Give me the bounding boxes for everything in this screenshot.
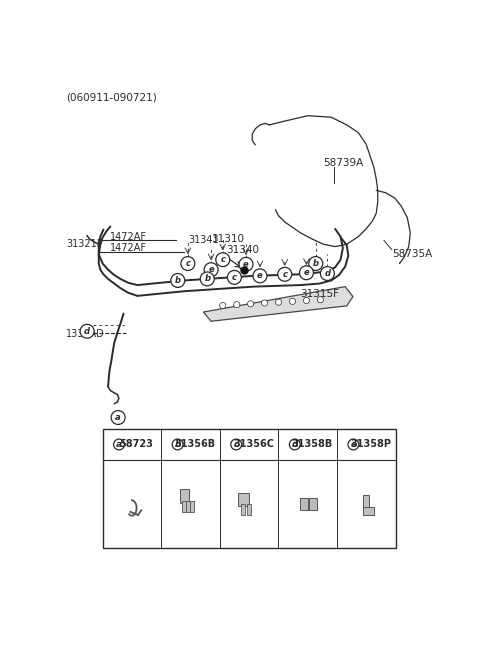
Text: e: e [350, 440, 357, 449]
Text: e: e [304, 268, 309, 277]
Text: 31315F: 31315F [300, 289, 339, 299]
Circle shape [262, 300, 268, 306]
Bar [309, 498, 317, 510]
Text: c: c [185, 259, 191, 268]
Text: c: c [234, 440, 239, 449]
Text: 1472AF: 1472AF [110, 232, 147, 241]
Bar [363, 495, 369, 507]
Text: 58735A: 58735A [392, 249, 432, 259]
Text: 31356B: 31356B [175, 440, 216, 449]
Circle shape [309, 256, 323, 270]
Text: 58739A: 58739A [324, 158, 364, 169]
Text: d: d [291, 440, 298, 449]
Text: 58723: 58723 [120, 440, 154, 449]
Circle shape [253, 269, 267, 283]
Circle shape [111, 411, 125, 424]
Bar [240, 504, 245, 515]
Text: b: b [204, 274, 210, 283]
Bar [300, 498, 308, 510]
Bar [363, 507, 374, 515]
Circle shape [171, 274, 185, 287]
Bar [190, 501, 193, 512]
Circle shape [220, 302, 226, 308]
Circle shape [248, 300, 254, 307]
Circle shape [348, 439, 359, 450]
Bar [180, 489, 189, 502]
Circle shape [276, 299, 282, 305]
Text: c: c [220, 255, 225, 264]
Bar [247, 504, 252, 515]
Text: c: c [282, 270, 287, 279]
Circle shape [114, 439, 124, 450]
Circle shape [172, 439, 183, 450]
Circle shape [300, 266, 313, 279]
Circle shape [289, 439, 300, 450]
Text: 31356C: 31356C [233, 440, 274, 449]
Text: c: c [232, 273, 237, 282]
Text: 31358P: 31358P [350, 440, 392, 449]
Circle shape [200, 272, 214, 286]
Text: 1472AF: 1472AF [110, 243, 147, 253]
Circle shape [317, 297, 324, 302]
Circle shape [321, 266, 335, 281]
Text: b: b [174, 440, 181, 449]
Circle shape [80, 324, 94, 338]
Bar [238, 493, 249, 506]
Text: a: a [116, 440, 122, 449]
Circle shape [289, 298, 296, 304]
Circle shape [239, 257, 253, 271]
Circle shape [231, 439, 241, 450]
Text: e: e [243, 260, 249, 269]
Bar [186, 501, 190, 512]
Text: 1338AD: 1338AD [66, 329, 105, 339]
Circle shape [234, 302, 240, 308]
Text: e: e [257, 272, 263, 280]
Text: b: b [175, 276, 181, 285]
Text: 31321F: 31321F [66, 239, 103, 249]
Text: 31310: 31310 [211, 234, 244, 244]
Text: e: e [208, 265, 214, 274]
Bar [103, 429, 396, 548]
Text: d: d [324, 269, 330, 278]
Text: a: a [115, 413, 121, 422]
Polygon shape [204, 287, 353, 321]
Circle shape [303, 297, 310, 304]
Text: 31340: 31340 [227, 245, 260, 255]
Circle shape [216, 253, 230, 266]
Text: b: b [313, 259, 319, 268]
Circle shape [181, 256, 195, 270]
Text: 31358B: 31358B [292, 440, 333, 449]
Circle shape [204, 263, 218, 277]
Circle shape [228, 270, 241, 284]
Text: d: d [84, 327, 90, 336]
Text: (060911-090721): (060911-090721) [66, 92, 157, 102]
Bar [182, 501, 186, 512]
Circle shape [278, 268, 292, 281]
Text: 31341: 31341 [188, 236, 218, 245]
